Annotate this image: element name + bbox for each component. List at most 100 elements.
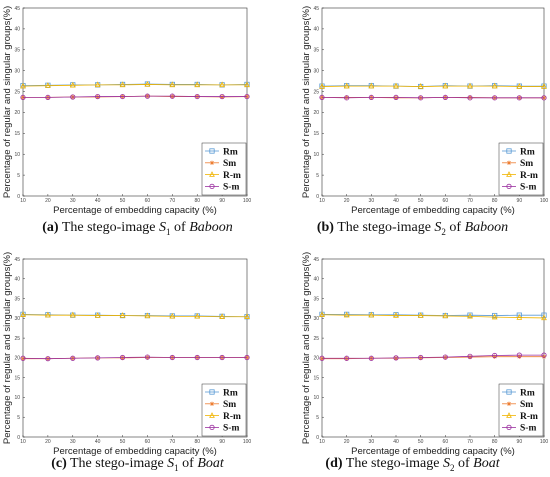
data-point-s-m <box>119 93 126 100</box>
chart-caption-a: (a) The stego-image S1 of Baboon <box>0 220 275 237</box>
x-tick-label: 50 <box>418 198 424 204</box>
x-tick-label: 90 <box>219 198 225 204</box>
y-axis-label: Percentage of regular and singular group… <box>2 252 13 444</box>
data-point-rm <box>541 312 547 318</box>
data-point-r-m <box>144 80 151 87</box>
legend-label-s-m: S-m <box>520 183 536 193</box>
y-tick-label: 35 <box>313 296 319 302</box>
y-tick-label: 30 <box>313 316 319 322</box>
data-point-r-m <box>393 82 399 89</box>
data-point-r-m <box>541 314 547 321</box>
data-point-s-m <box>467 353 473 359</box>
data-point-s-m <box>368 94 374 101</box>
legend-label-s-m: S-m <box>520 424 536 434</box>
legend-marker-sm <box>209 160 215 165</box>
data-point-s-m <box>344 95 350 101</box>
x-tick-label: 80 <box>194 198 200 204</box>
data-point-sm <box>467 354 473 360</box>
chart-caption-c: (c) The stego-image S1 of Boat <box>0 456 275 473</box>
data-point-r-m <box>194 312 201 319</box>
chart-svg-d: 10 20 30 40 50 60 70 80 90 100051015202530354045P… <box>301 252 548 457</box>
legend-marker-s-m <box>506 183 512 189</box>
y-tick-label: 25 <box>313 89 319 95</box>
data-point-r-m <box>417 83 424 89</box>
legend-marker-r-m <box>209 171 215 177</box>
legend-label-s-m: S-m <box>223 183 239 193</box>
x-tick-label: 30 <box>369 198 375 204</box>
chart-panel-c: 10 20 30 40 50 60 70 80 90 100 0 5 10 15 20 25 30 35 40 45 P… <box>0 239 275 477</box>
series-r-m <box>20 311 250 319</box>
series-line-r-m <box>321 314 545 319</box>
data-point-r-m <box>319 83 325 89</box>
y-tick-label: 5 <box>316 415 319 421</box>
data-point-r-m <box>343 311 350 318</box>
series-r-m <box>20 80 250 89</box>
x-tick-label: 40 <box>393 439 399 445</box>
data-point-s-m <box>95 355 101 361</box>
data-point-r-m <box>20 311 26 317</box>
series-line-r-m <box>22 314 247 318</box>
x-tick-label: 30 <box>369 439 375 445</box>
x-tick-label: 30 <box>70 198 76 204</box>
data-point-s-m <box>393 94 399 101</box>
y-axis-label: Percentage of regular and singular group… <box>301 6 312 198</box>
legend-label-s-m: S-m <box>223 424 239 434</box>
data-point-s-m <box>45 356 51 362</box>
data-point-s-m <box>20 94 26 101</box>
x-tick-label: 50 <box>418 439 424 445</box>
x-tick-label: 70 <box>467 439 473 445</box>
series-line-s-m <box>23 95 247 98</box>
legend-label-rm: Rm <box>223 388 238 398</box>
data-point-sm <box>492 354 497 359</box>
legend-marker-r-m <box>209 412 215 418</box>
x-tick-label: 20 <box>45 439 51 445</box>
legend-marker-s-m <box>209 183 215 189</box>
data-point-s-m <box>368 355 374 361</box>
x-tick-label: 10 <box>20 198 26 204</box>
y-tick-label: 0 <box>17 194 20 200</box>
data-point-r-m <box>69 81 76 88</box>
caption-mid: of <box>170 220 190 235</box>
caption-prefix: The stego-image <box>345 456 443 471</box>
y-tick-label: 20 <box>313 356 319 362</box>
caption-letter: (d) <box>325 456 343 471</box>
series-r-m <box>319 311 547 321</box>
x-tick-label: 30 <box>70 439 76 445</box>
data-point-sm <box>170 94 175 99</box>
data-point-s-m <box>516 95 522 101</box>
y-tick-label: 30 <box>14 316 20 322</box>
data-point-r-m <box>244 81 250 88</box>
data-point-r-m <box>69 311 76 318</box>
x-tick-label: 10 <box>319 198 325 204</box>
data-point-s-m <box>541 95 547 101</box>
legend-marker-rm <box>506 148 512 154</box>
y-tick-label: 15 <box>14 375 20 381</box>
y-tick-label: 20 <box>14 110 20 116</box>
x-axis-label: Percentage of embedding capacity (%) <box>351 205 515 216</box>
data-point-s-m <box>418 354 424 361</box>
x-tick-label: 40 <box>95 198 101 204</box>
data-point-r-m <box>491 313 498 320</box>
y-tick-label: 10 <box>313 152 319 158</box>
data-point-sm <box>517 354 522 359</box>
data-point-s-m <box>492 95 498 101</box>
y-tick-label: 10 <box>14 152 20 158</box>
data-point-r-m <box>368 311 375 318</box>
data-point-s-m <box>492 352 498 359</box>
data-point-s-m <box>344 355 350 361</box>
y-tick-label: 40 <box>313 27 319 33</box>
x-tick-label: 60 <box>145 198 151 204</box>
data-point-r-m <box>94 81 101 88</box>
legend-label-rm: Rm <box>520 388 535 398</box>
data-point-s-m <box>541 352 547 358</box>
y-tick-label: 0 <box>17 435 20 441</box>
caption-prefix: The stego-image <box>69 456 168 471</box>
legend-label-sm: Sm <box>223 400 236 410</box>
data-point-r-m <box>194 81 201 88</box>
data-point-s-m <box>169 354 175 361</box>
x-tick-label: 80 <box>492 439 498 445</box>
x-tick-label: 70 <box>170 198 176 204</box>
x-tick-label: 90 <box>219 439 225 445</box>
data-point-s-m <box>70 355 76 361</box>
caption-letter: (a) <box>42 220 59 235</box>
